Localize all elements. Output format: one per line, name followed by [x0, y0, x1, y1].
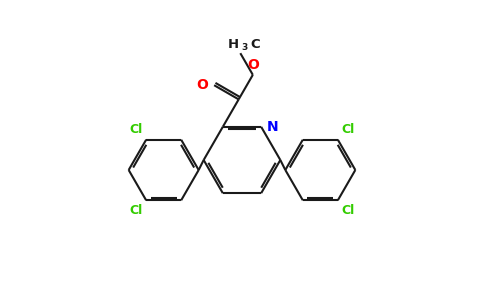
Text: N: N: [267, 120, 278, 134]
Text: 3: 3: [242, 43, 248, 52]
Text: O: O: [196, 77, 208, 92]
Text: O: O: [247, 58, 259, 71]
Text: Cl: Cl: [129, 204, 142, 217]
Text: Cl: Cl: [129, 123, 142, 136]
Text: Cl: Cl: [342, 123, 355, 136]
Text: C: C: [250, 38, 260, 50]
Text: H: H: [227, 38, 239, 50]
Text: Cl: Cl: [342, 204, 355, 217]
